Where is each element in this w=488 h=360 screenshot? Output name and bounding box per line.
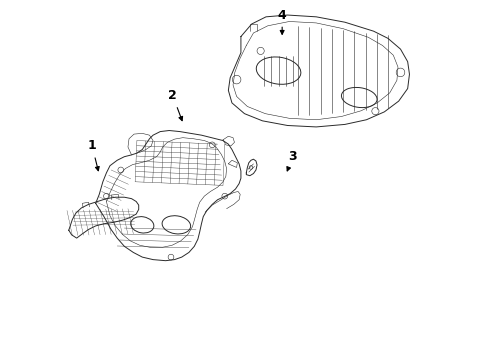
- Text: 3: 3: [286, 150, 297, 171]
- Text: 4: 4: [277, 9, 286, 34]
- Text: 1: 1: [87, 139, 99, 171]
- Text: 2: 2: [168, 89, 182, 121]
